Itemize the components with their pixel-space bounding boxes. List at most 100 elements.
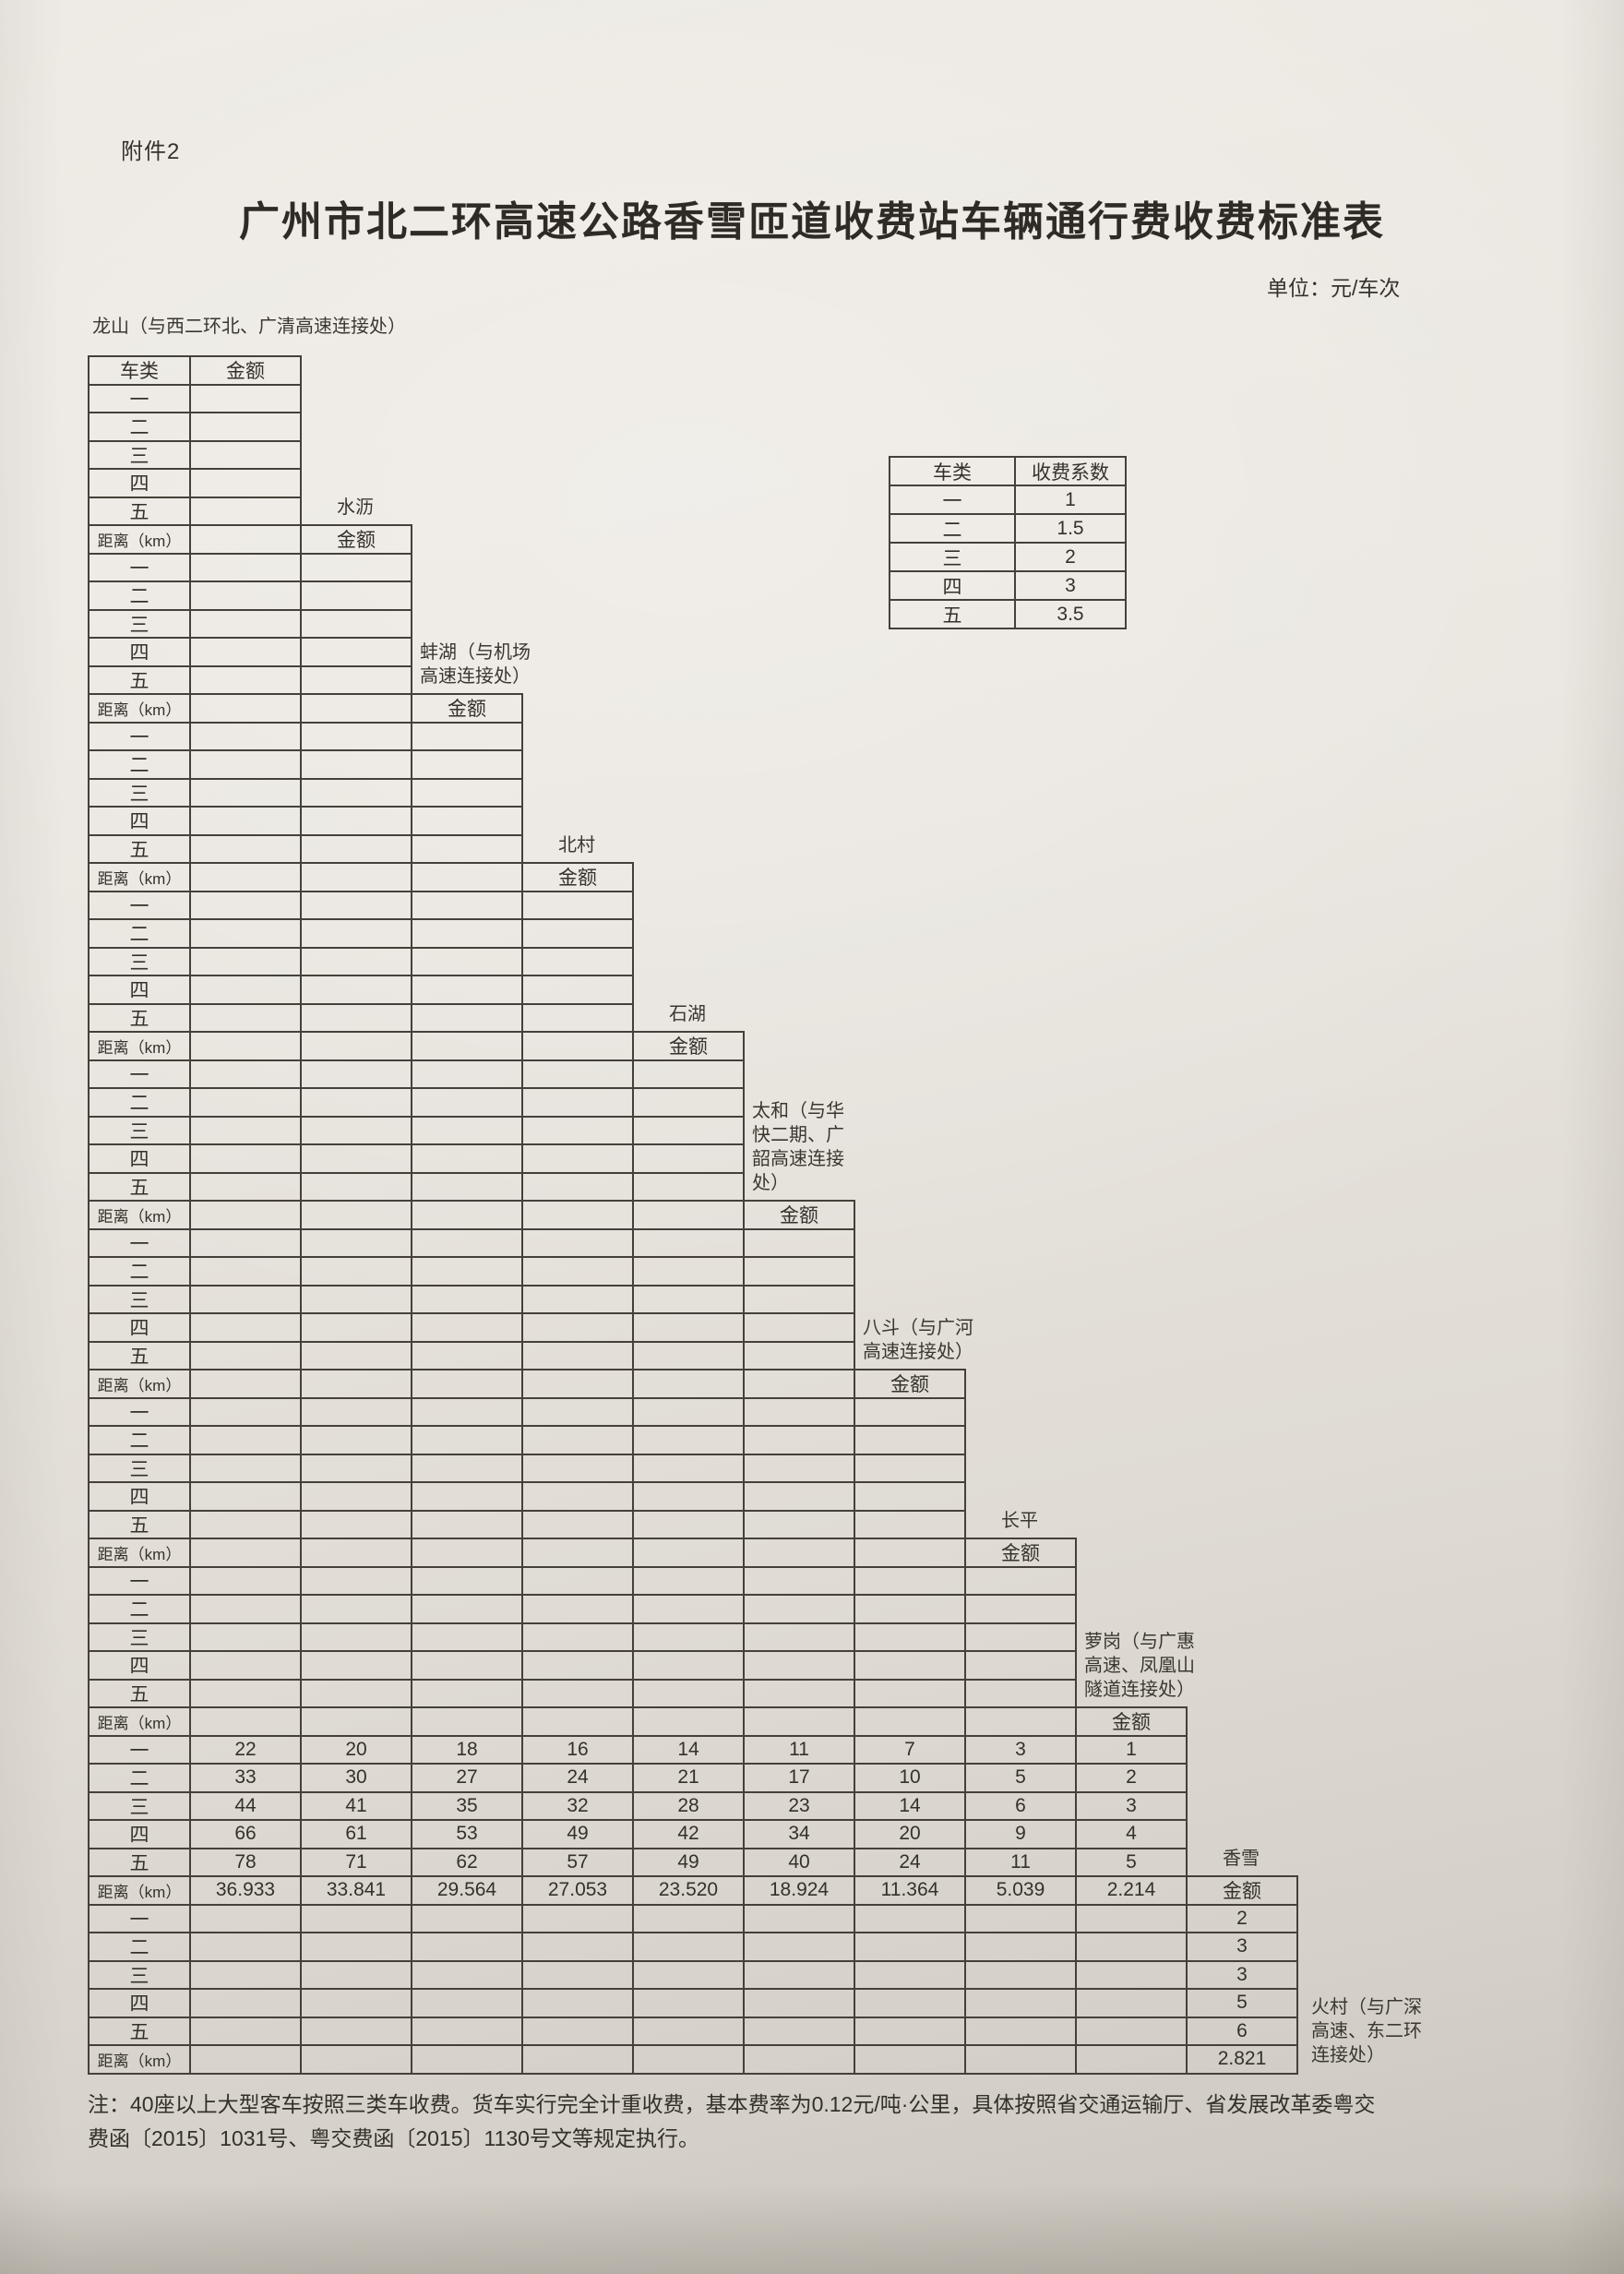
distance-label-cell: 距离（km） bbox=[88, 1369, 191, 1399]
empty-fee-cell bbox=[300, 1565, 412, 1596]
distance-value-cell: 5.039 bbox=[964, 1875, 1077, 1906]
empty-fee-cell bbox=[411, 1594, 523, 1624]
empty-fee-cell bbox=[854, 1932, 966, 1962]
empty-fee-cell bbox=[854, 2044, 966, 2075]
vehicle-class-cell: 三 bbox=[88, 946, 191, 976]
empty-fee-cell bbox=[521, 1565, 634, 1596]
empty-fee-cell bbox=[411, 1087, 523, 1118]
empty-fee-cell bbox=[300, 552, 412, 582]
empty-fee-cell bbox=[632, 1594, 745, 1624]
distance-label-cell: 距离（km） bbox=[88, 1706, 191, 1737]
vehicle-class-cell: 一 bbox=[88, 1734, 191, 1765]
empty-fee-cell bbox=[632, 2044, 745, 2075]
vehicle-class-cell: 一 bbox=[88, 1903, 191, 1933]
empty-fee-cell bbox=[300, 1059, 412, 1089]
empty-fee-cell bbox=[743, 1256, 855, 1287]
empty-fee-cell bbox=[411, 1312, 523, 1343]
footnote-line-1: 注：40座以上大型客车按照三类车收费。货车实行完全计重收费，基本费率为0.12元… bbox=[88, 2092, 1376, 2116]
fee-value-cell: 2 bbox=[1186, 1903, 1298, 1933]
empty-fee-cell bbox=[964, 2044, 1077, 2075]
empty-fee-cell bbox=[189, 1706, 302, 1737]
distance-label-cell: 距离（km） bbox=[88, 2044, 191, 2075]
fee-value-cell: 14 bbox=[854, 1790, 966, 1821]
empty-fee-cell bbox=[189, 580, 302, 611]
amount-header-cell: 金额 bbox=[854, 1369, 966, 1399]
vehicle-class-cell: 二 bbox=[88, 1932, 191, 1962]
vehicle-class-cell: 五 bbox=[88, 496, 191, 526]
empty-fee-cell bbox=[521, 1538, 634, 1568]
vehicle-class-cell: 一 bbox=[88, 383, 191, 413]
empty-fee-cell bbox=[300, 1031, 412, 1061]
distance-value-cell: 33.841 bbox=[300, 1875, 412, 1906]
fee-value-cell: 5 bbox=[1075, 1847, 1188, 1877]
vehicle-class-cell: 五 bbox=[88, 1509, 191, 1539]
empty-fee-cell bbox=[411, 890, 523, 920]
empty-fee-cell bbox=[189, 1396, 302, 1427]
empty-fee-cell bbox=[300, 1002, 412, 1033]
empty-fee-cell bbox=[189, 1481, 302, 1512]
empty-fee-cell bbox=[743, 1594, 855, 1624]
coef-factor-cell: 3.5 bbox=[1014, 599, 1127, 629]
empty-fee-cell bbox=[632, 1565, 745, 1596]
unit-label: 单位：元/车次 bbox=[1267, 276, 1401, 300]
empty-fee-cell bbox=[411, 833, 523, 864]
fee-value-cell: 3 bbox=[964, 1734, 1077, 1765]
empty-fee-cell bbox=[743, 1988, 855, 2018]
empty-fee-cell bbox=[743, 1340, 855, 1370]
amount-header-cell: 金额 bbox=[521, 862, 634, 892]
vehicle-class-cell: 二 bbox=[88, 1087, 191, 1118]
empty-fee-cell bbox=[189, 1227, 302, 1258]
empty-fee-cell bbox=[1075, 1932, 1188, 1962]
vehicle-class-cell: 一 bbox=[88, 1396, 191, 1427]
empty-fee-cell bbox=[411, 1453, 523, 1483]
empty-fee-cell bbox=[189, 2044, 302, 2075]
empty-fee-cell bbox=[189, 721, 302, 751]
vehicle-class-cell: 四 bbox=[88, 1143, 191, 1174]
empty-fee-cell bbox=[632, 1622, 745, 1652]
coef-factor-cell: 1.5 bbox=[1014, 513, 1127, 544]
coef-factor-cell: 3 bbox=[1014, 570, 1127, 601]
empty-fee-cell bbox=[854, 1453, 966, 1483]
empty-fee-cell bbox=[854, 1959, 966, 1990]
empty-fee-cell bbox=[521, 1509, 634, 1539]
fee-value-cell: 1 bbox=[1075, 1734, 1188, 1765]
empty-fee-cell bbox=[632, 1453, 745, 1483]
empty-fee-cell bbox=[411, 918, 523, 949]
empty-fee-cell bbox=[743, 1565, 855, 1596]
empty-fee-cell bbox=[300, 664, 412, 695]
vehicle-class-cell: 四 bbox=[88, 1988, 191, 2018]
vehicle-class-cell: 三 bbox=[88, 439, 191, 470]
station-label-8: 长平 bbox=[1001, 1511, 1038, 1531]
empty-fee-cell bbox=[632, 1171, 745, 1202]
empty-fee-cell bbox=[521, 1143, 634, 1174]
empty-fee-cell bbox=[521, 1200, 634, 1230]
empty-fee-cell bbox=[521, 918, 634, 949]
empty-fee-cell bbox=[964, 1594, 1077, 1624]
station-label-4: 北村 bbox=[558, 835, 595, 856]
empty-fee-cell bbox=[521, 1115, 634, 1145]
empty-fee-cell bbox=[189, 1002, 302, 1033]
empty-fee-cell bbox=[300, 1678, 412, 1708]
fee-value-cell: 3 bbox=[1186, 1959, 1298, 1990]
empty-fee-cell bbox=[964, 1706, 1077, 1737]
empty-fee-cell bbox=[411, 1481, 523, 1512]
station-label-9: 萝岗（与广惠 高速、凤凰山 隧道连接处） bbox=[1084, 1632, 1195, 1700]
empty-fee-cell bbox=[189, 749, 302, 780]
vehicle-class-cell: 三 bbox=[88, 1115, 191, 1145]
empty-fee-cell bbox=[632, 1256, 745, 1287]
fee-value-cell: 14 bbox=[632, 1734, 745, 1765]
empty-fee-cell bbox=[300, 946, 412, 976]
empty-fee-cell bbox=[189, 383, 302, 413]
empty-fee-cell bbox=[411, 1002, 523, 1033]
coef-class-cell: 四 bbox=[889, 570, 1016, 601]
empty-fee-cell bbox=[521, 1031, 634, 1061]
empty-fee-cell bbox=[521, 1706, 634, 1737]
station-label-7: 八斗（与广河 高速连接处） bbox=[863, 1318, 973, 1362]
distance-label-cell: 距离（km） bbox=[88, 862, 191, 892]
empty-fee-cell bbox=[743, 1481, 855, 1512]
empty-fee-cell bbox=[743, 1538, 855, 1568]
empty-fee-cell bbox=[743, 2016, 855, 2046]
empty-fee-cell bbox=[521, 1312, 634, 1343]
vehicle-class-cell: 四 bbox=[88, 1481, 191, 1512]
empty-fee-cell bbox=[411, 1227, 523, 1258]
